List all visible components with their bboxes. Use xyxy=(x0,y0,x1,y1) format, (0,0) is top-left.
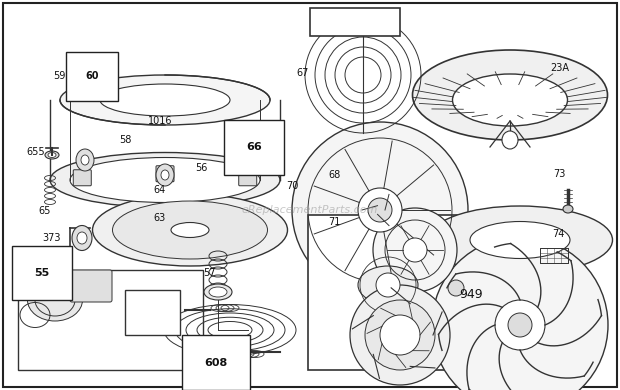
Text: 655: 655 xyxy=(26,147,45,157)
Ellipse shape xyxy=(161,170,169,180)
Circle shape xyxy=(292,122,468,298)
Circle shape xyxy=(350,285,450,385)
Text: 56: 56 xyxy=(195,163,208,173)
Circle shape xyxy=(380,315,420,355)
Circle shape xyxy=(432,237,608,390)
Ellipse shape xyxy=(156,164,174,186)
Ellipse shape xyxy=(100,84,230,116)
Circle shape xyxy=(448,280,464,296)
Circle shape xyxy=(373,208,457,292)
Text: 57: 57 xyxy=(203,268,216,278)
Text: eReplacementParts.com: eReplacementParts.com xyxy=(242,205,378,215)
Ellipse shape xyxy=(27,279,82,321)
Text: 59: 59 xyxy=(53,71,65,82)
Text: 55: 55 xyxy=(35,268,50,278)
Bar xyxy=(540,248,568,263)
Bar xyxy=(125,290,180,335)
Ellipse shape xyxy=(453,74,567,126)
Ellipse shape xyxy=(171,223,209,238)
Text: 74: 74 xyxy=(552,229,564,239)
Text: 65: 65 xyxy=(38,206,51,216)
Ellipse shape xyxy=(412,50,608,140)
Ellipse shape xyxy=(48,152,56,158)
Ellipse shape xyxy=(470,222,570,259)
Text: 60: 60 xyxy=(85,71,99,82)
Circle shape xyxy=(358,188,402,232)
Ellipse shape xyxy=(81,155,89,165)
Circle shape xyxy=(365,300,435,370)
Text: 70: 70 xyxy=(286,181,299,191)
Ellipse shape xyxy=(236,149,254,171)
Ellipse shape xyxy=(72,225,92,250)
Text: 67: 67 xyxy=(296,68,309,78)
Ellipse shape xyxy=(563,205,573,213)
Ellipse shape xyxy=(241,155,249,165)
Ellipse shape xyxy=(50,152,280,207)
Text: 1016: 1016 xyxy=(148,116,172,126)
Text: 608: 608 xyxy=(204,358,228,368)
Bar xyxy=(308,215,498,370)
FancyBboxPatch shape xyxy=(70,270,112,302)
Text: 58: 58 xyxy=(120,135,132,145)
Ellipse shape xyxy=(70,158,260,202)
Ellipse shape xyxy=(204,284,232,300)
Bar xyxy=(310,8,400,36)
Circle shape xyxy=(508,313,532,337)
Ellipse shape xyxy=(92,194,288,266)
FancyBboxPatch shape xyxy=(239,170,257,186)
Ellipse shape xyxy=(60,75,270,125)
Ellipse shape xyxy=(209,287,227,297)
Ellipse shape xyxy=(112,201,267,259)
Bar xyxy=(18,270,203,370)
Text: 66: 66 xyxy=(246,142,262,152)
Text: 64: 64 xyxy=(154,185,166,195)
Circle shape xyxy=(376,273,400,297)
Text: 63: 63 xyxy=(154,213,166,223)
Text: 73: 73 xyxy=(553,168,565,179)
Ellipse shape xyxy=(502,131,518,149)
Text: 373: 373 xyxy=(42,233,61,243)
Text: 949: 949 xyxy=(459,288,482,301)
Text: 68: 68 xyxy=(329,170,341,181)
Text: 71: 71 xyxy=(329,217,341,227)
Ellipse shape xyxy=(76,149,94,171)
FancyBboxPatch shape xyxy=(156,166,174,182)
Circle shape xyxy=(495,300,545,350)
Circle shape xyxy=(368,198,392,222)
Ellipse shape xyxy=(428,206,613,274)
Ellipse shape xyxy=(45,151,59,159)
Text: 23A: 23A xyxy=(551,63,570,73)
Circle shape xyxy=(403,238,427,262)
Ellipse shape xyxy=(358,266,418,304)
Ellipse shape xyxy=(77,232,87,244)
FancyBboxPatch shape xyxy=(73,170,91,186)
